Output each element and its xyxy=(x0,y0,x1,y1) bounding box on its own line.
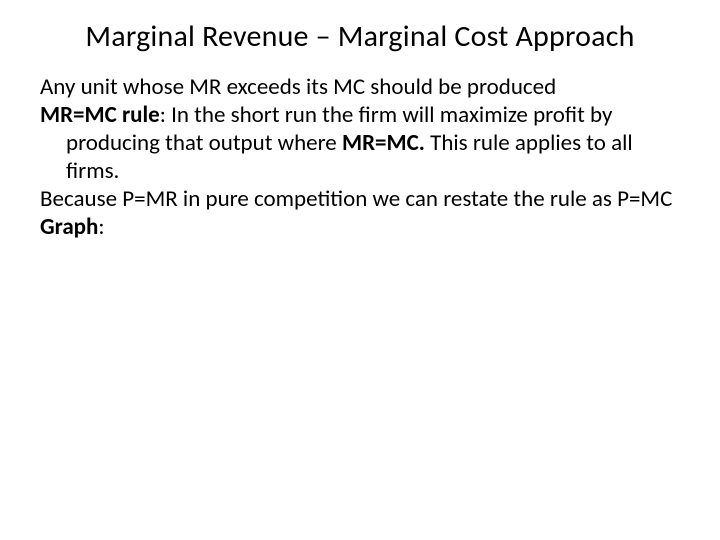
body-graph-line: Graph: xyxy=(40,213,680,241)
graph-colon: : xyxy=(98,213,104,241)
body-rule-line: MR=MC rule: In the short run the firm wi… xyxy=(40,101,680,185)
slide-body: Any unit whose MR exceeds its MC should … xyxy=(40,73,680,241)
body-line-3: Because P=MR in pure competition we can … xyxy=(40,185,680,213)
rule-emphasis: MR=MC. xyxy=(342,129,425,157)
body-line-1: Any unit whose MR exceeds its MC should … xyxy=(40,73,680,101)
slide-title: Marginal Revenue – Marginal Cost Approac… xyxy=(40,18,680,55)
slide: Marginal Revenue – Marginal Cost Approac… xyxy=(0,0,720,540)
graph-label: Graph xyxy=(40,213,98,241)
rule-label: MR=MC rule xyxy=(40,101,160,129)
